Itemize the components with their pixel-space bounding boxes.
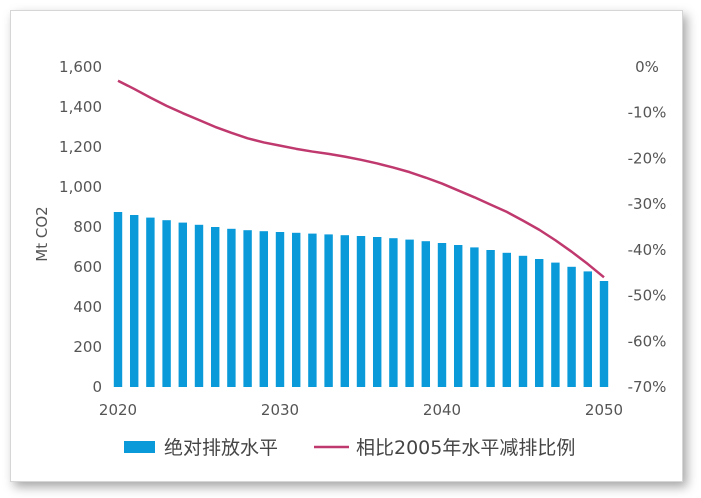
bar-2050 [599,281,609,387]
bar-2032 [308,233,317,387]
bar-2048 [567,266,576,387]
bar-2042 [470,247,479,387]
chart-frame: 0 200 400 600 800 1,000 1,200 1,400 1,600 -70% -60… [10,10,683,482]
bar-2047 [551,262,560,387]
y2-tick-label: -50% [628,287,667,305]
y2-tick-label: -60% [628,332,667,350]
bar-2036 [372,237,382,387]
bar-2046 [534,259,544,387]
bar-2022 [146,217,155,387]
y-axis-title: Mt CO2 [33,206,51,261]
bar-2034 [340,235,350,387]
bar-2028 [243,230,252,387]
y-tick-label: 1,400 [59,98,102,116]
line-series [117,79,605,279]
bar-2037 [389,238,398,387]
y-tick-label: 200 [73,338,102,356]
x-tick-label: 2050 [585,401,623,419]
y2-tick-label: 0% [635,58,659,76]
bar-2043 [486,250,495,387]
y-tick-label: 1,000 [59,178,102,196]
x-tick-label: 2020 [99,401,137,419]
x-tick-label: 2030 [261,401,299,419]
y-tick-label: 1,200 [59,138,102,156]
y2-tick-label: -30% [628,195,667,213]
y-tick-label: 600 [73,258,102,276]
bar-2023 [162,220,171,387]
bar-2024 [178,222,188,387]
bar-2030 [275,232,285,387]
x-tick-label: 2040 [423,401,461,419]
bar-2027 [227,228,236,387]
chart-svg: 0 200 400 600 800 1,000 1,200 1,400 1,600 -70% -60… [33,58,666,459]
bar-2049 [583,271,593,387]
bar-2026 [210,227,220,387]
bar-2020 [113,212,123,387]
y-tick-label: 400 [73,298,102,316]
y2-tick-label: -10% [628,104,667,122]
bar-2039 [421,241,431,387]
bar-2033 [324,234,333,387]
bar-2035 [356,236,366,387]
y2-tick-label: -70% [628,378,667,396]
bar-2045 [518,255,528,387]
bar-2041 [453,245,463,387]
tick-labels: 0 200 400 600 800 1,000 1,200 1,400 1,600 -70% -60… [59,58,666,419]
bar-2031 [291,232,301,387]
legend: 绝对排放水平 相比2005年水平减排比例 [124,437,575,459]
y2-tick-label: -40% [628,241,667,259]
legend-label-line: 相比2005年水平减排比例 [356,437,575,459]
y-tick-label: 800 [73,218,102,236]
bar-2021 [129,215,139,387]
legend-swatch-bars [124,441,155,453]
y-tick-label: 1,600 [59,58,102,76]
bar-2038 [405,239,414,387]
reduction-line [117,79,605,279]
bar-2044 [502,252,512,387]
legend-label-bars: 绝对排放水平 [164,437,278,459]
bar-2040 [437,243,447,387]
y-tick-label: 0 [92,378,102,396]
y2-tick-label: -20% [628,149,667,167]
bar-series [113,212,609,387]
bar-2025 [194,224,204,387]
bar-2029 [259,231,269,387]
